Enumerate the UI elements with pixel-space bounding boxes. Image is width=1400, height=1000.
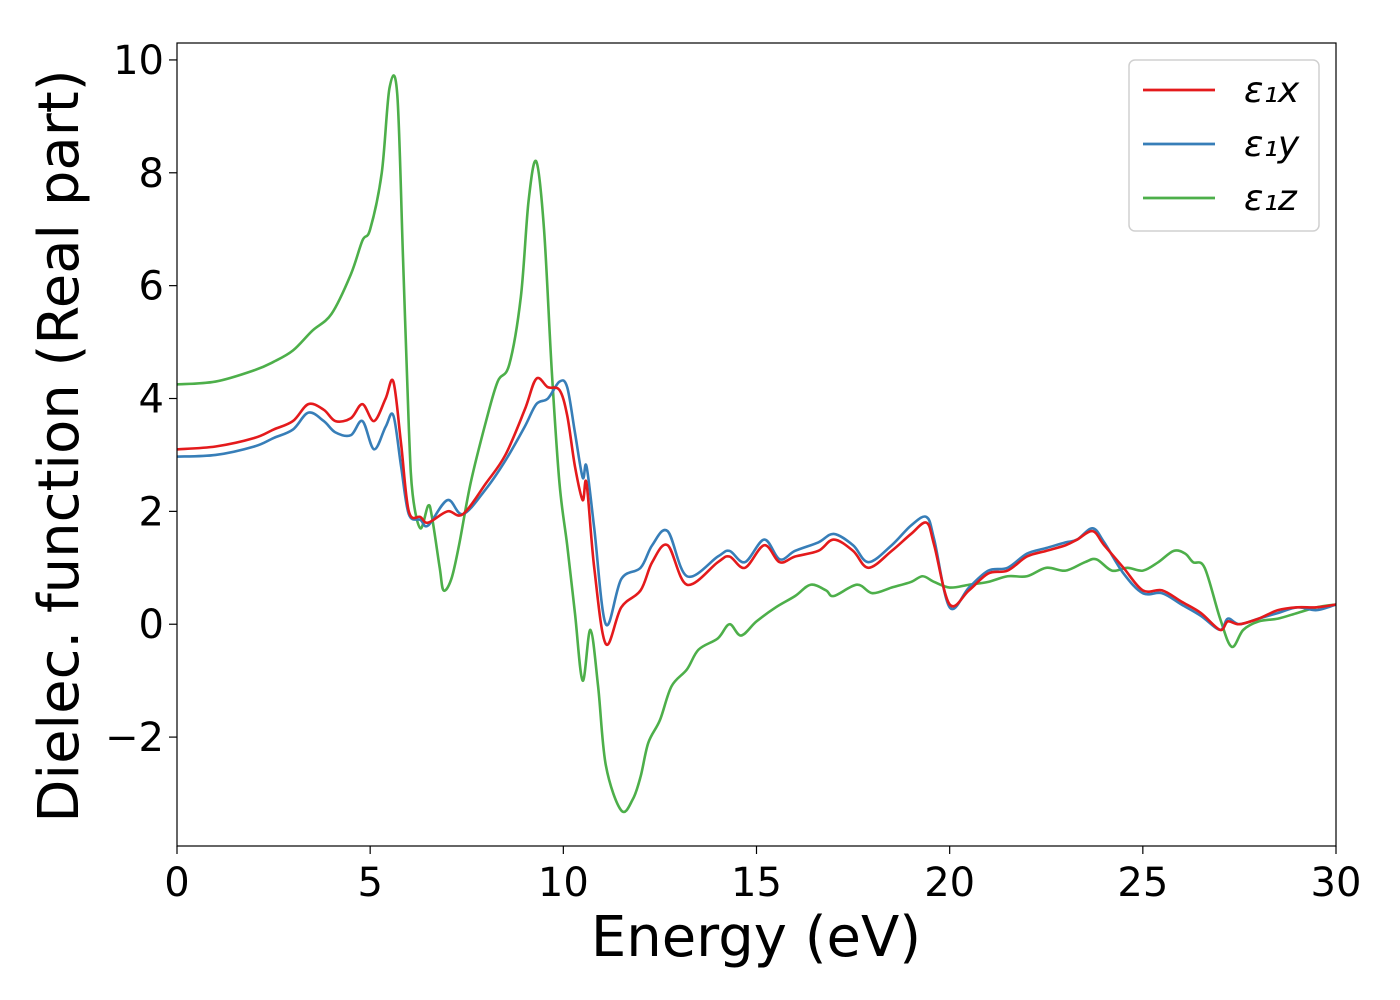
series-line-epsilon1-x [177, 376, 1336, 646]
x-tick-label: 30 [1311, 860, 1362, 906]
legend-label-epsilon1-z: ε₁z [1244, 178, 1298, 219]
series-line-epsilon1-z [177, 74, 1336, 814]
legend-label-epsilon1-x: ε₁x [1244, 70, 1300, 111]
x-tick-label: 25 [1117, 860, 1168, 906]
series-layer [177, 74, 1336, 814]
y-tick-label: 8 [139, 151, 164, 197]
y-tick-label: 10 [113, 38, 164, 84]
y-axis-title: Dielec. function (Real part) [27, 69, 92, 822]
y-tick-label: −2 [105, 715, 164, 761]
y-axis: −2 0 2 4 6 8 10 [105, 38, 177, 761]
x-tick-label: 15 [731, 860, 782, 906]
x-axis-title: Energy (eV) [591, 905, 921, 970]
y-tick-label: 2 [139, 489, 164, 535]
x-tick-label: 0 [164, 860, 189, 906]
x-tick-label: 5 [357, 860, 382, 906]
y-tick-label: 4 [139, 377, 164, 423]
y-tick-label: 0 [139, 602, 164, 648]
y-tick-label: 6 [139, 264, 164, 310]
x-axis: 0 5 10 15 20 25 30 [164, 846, 1361, 906]
legend-label-epsilon1-y: ε₁y [1244, 124, 1300, 165]
x-tick-label: 20 [924, 860, 975, 906]
legend: ε₁x ε₁y ε₁z [1128, 59, 1320, 232]
x-tick-label: 10 [538, 860, 589, 906]
legend-box [1128, 59, 1320, 232]
series-line-epsilon1-y [177, 379, 1336, 632]
